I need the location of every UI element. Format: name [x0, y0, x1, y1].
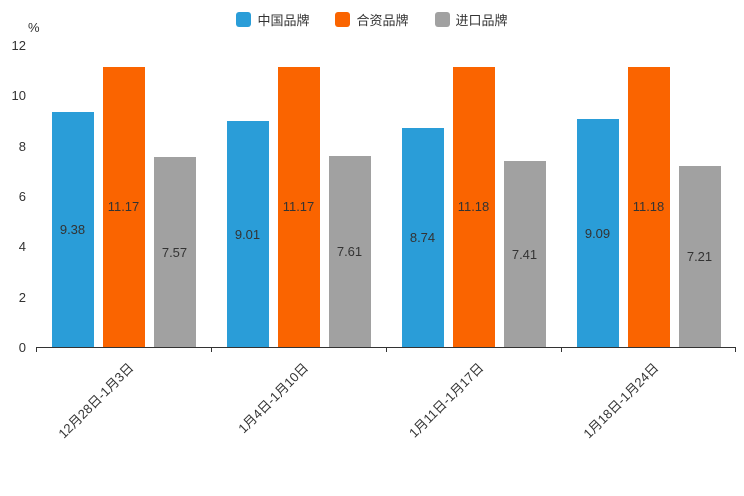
bar-group: 9.38 11.17 7.57 — [36, 46, 211, 347]
bar-series-3: 7.41 — [503, 161, 546, 347]
legend-item-series-3[interactable]: 进口品牌 — [434, 10, 508, 29]
bar-series-3: 7.57 — [153, 157, 196, 347]
y-axis-tick-label: 2 — [18, 289, 26, 305]
y-axis-tick-label: 4 — [18, 239, 26, 255]
legend-label: 进口品牌 — [455, 13, 508, 28]
y-axis-tick-label: 8 — [18, 138, 26, 154]
legend-swatch-icon — [236, 12, 252, 27]
bar-value-label: 7.41 — [511, 246, 538, 262]
bar-series-1: 8.74 — [401, 127, 444, 347]
bar-value-label: 11.18 — [632, 199, 665, 215]
x-axis-tick-label: 1月18日-1月24日 — [580, 360, 662, 442]
bar-value-label: 7.57 — [161, 244, 188, 260]
bar-group: 8.74 11.18 7.41 — [386, 46, 561, 347]
bar-value-label: 8.74 — [409, 229, 436, 245]
x-axis-tick-mark — [36, 347, 37, 352]
bar-series-1: 9.01 — [226, 121, 269, 347]
bar-value-label: 11.17 — [282, 199, 315, 215]
bars-area: 9.38 11.17 7.57 9.01 11.17 7.61 8.74 11.18 7.41 9… — [36, 46, 736, 347]
y-axis-unit-label: % — [28, 20, 40, 35]
bar-value-label: 11.18 — [457, 199, 490, 215]
legend-swatch-icon — [434, 12, 450, 27]
y-axis-tick-label: 10 — [11, 88, 26, 104]
legend-swatch-icon — [335, 12, 351, 27]
x-axis-tick-mark — [561, 347, 562, 352]
legend-label: 中国品牌 — [257, 13, 310, 28]
bar-value-label: 9.01 — [234, 226, 261, 242]
legend-item-series-1[interactable]: 中国品牌 — [236, 10, 309, 29]
legend-label: 合资品牌 — [356, 13, 409, 28]
bar-group: 9.01 11.17 7.61 — [211, 46, 386, 347]
bar-value-label: 7.21 — [686, 249, 713, 265]
x-axis-tick-label: 1月4日-1月10日 — [235, 360, 312, 437]
y-axis: 0 2 4 6 8 10 12 — [0, 38, 28, 355]
x-axis-tick-label: 1月11日-1月17日 — [405, 360, 487, 441]
y-axis-tick-label: 0 — [18, 340, 26, 355]
bar-series-2: 11.18 — [452, 66, 495, 347]
bar-series-3: 7.21 — [678, 166, 721, 347]
bar-series-1: 9.09 — [576, 119, 619, 347]
chart-legend: 中国品牌 合资品牌 进口品牌 — [0, 10, 744, 29]
legend-item-series-2[interactable]: 合资品牌 — [335, 10, 409, 29]
bar-value-label: 7.61 — [336, 244, 363, 260]
x-axis-tick-mark — [386, 347, 387, 352]
bar-group: 9.09 11.18 7.21 — [561, 46, 736, 347]
bar-series-2: 11.18 — [627, 66, 670, 347]
bar-series-3: 7.61 — [328, 156, 371, 347]
x-axis-tick-mark — [211, 347, 212, 352]
x-axis-labels: 12月28日-1月3日 1月4日-1月10日 1月11日-1月17日 1月18日-1月… — [36, 358, 736, 493]
y-axis-tick-label: 6 — [18, 189, 26, 204]
bar-series-1: 9.38 — [51, 111, 94, 347]
plot-area: 9.38 11.17 7.57 9.01 11.17 7.61 8.74 11.18 7.41 9… — [36, 46, 736, 352]
bar-value-label: 9.38 — [59, 221, 86, 237]
x-axis-tick-mark — [735, 347, 736, 352]
bar-series-2: 11.17 — [102, 66, 145, 347]
bar-value-label: 9.09 — [584, 225, 611, 241]
bar-value-label: 11.17 — [107, 199, 140, 215]
y-axis-tick-label: 12 — [11, 38, 26, 53]
bar-series-2: 11.17 — [277, 66, 320, 347]
x-axis-tick-label: 12月28日-1月3日 — [55, 360, 137, 442]
